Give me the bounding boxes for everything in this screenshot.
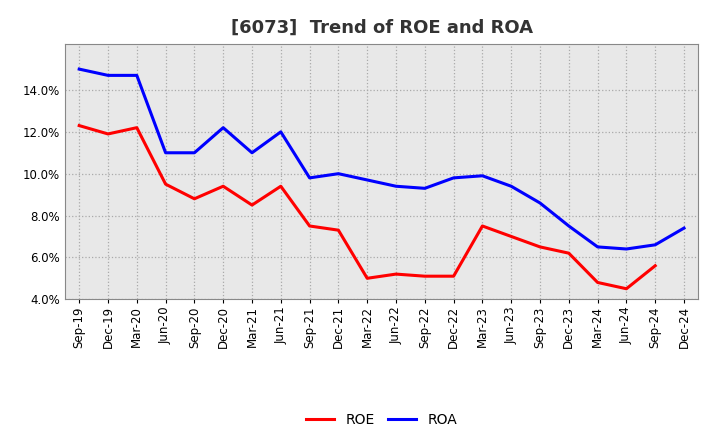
ROE: [651, 263, 660, 268]
Legend: ROE, ROA: ROE, ROA: [306, 413, 457, 427]
ROA: [219, 125, 228, 130]
ROA: [75, 66, 84, 72]
ROE: [564, 250, 573, 256]
ROA: [392, 183, 400, 189]
ROA: [420, 186, 429, 191]
ROE: [593, 280, 602, 285]
ROA: [248, 150, 256, 155]
ROE: [190, 196, 199, 202]
ROE: [478, 224, 487, 229]
ROA: [132, 73, 141, 78]
ROA: [305, 175, 314, 180]
ROE: [132, 125, 141, 130]
ROE: [305, 224, 314, 229]
ROA: [449, 175, 458, 180]
ROA: [363, 177, 372, 183]
ROA: [680, 225, 688, 231]
ROE: [536, 244, 544, 249]
ROA: [536, 200, 544, 205]
ROA: [190, 150, 199, 155]
ROA: [161, 150, 170, 155]
ROA: [104, 73, 112, 78]
ROE: [507, 234, 516, 239]
ROE: [420, 274, 429, 279]
Title: [6073]  Trend of ROE and ROA: [6073] Trend of ROE and ROA: [230, 19, 533, 37]
ROE: [363, 275, 372, 281]
Line: ROE: ROE: [79, 125, 655, 289]
ROA: [564, 224, 573, 229]
ROE: [219, 183, 228, 189]
ROA: [478, 173, 487, 179]
ROE: [334, 227, 343, 233]
ROE: [276, 183, 285, 189]
ROE: [104, 131, 112, 136]
ROA: [276, 129, 285, 135]
ROA: [622, 246, 631, 252]
ROE: [75, 123, 84, 128]
ROE: [161, 182, 170, 187]
ROE: [449, 274, 458, 279]
ROA: [651, 242, 660, 247]
ROA: [507, 183, 516, 189]
ROE: [622, 286, 631, 291]
ROA: [593, 244, 602, 249]
ROA: [334, 171, 343, 176]
Line: ROA: ROA: [79, 69, 684, 249]
ROE: [248, 202, 256, 208]
ROE: [392, 271, 400, 277]
